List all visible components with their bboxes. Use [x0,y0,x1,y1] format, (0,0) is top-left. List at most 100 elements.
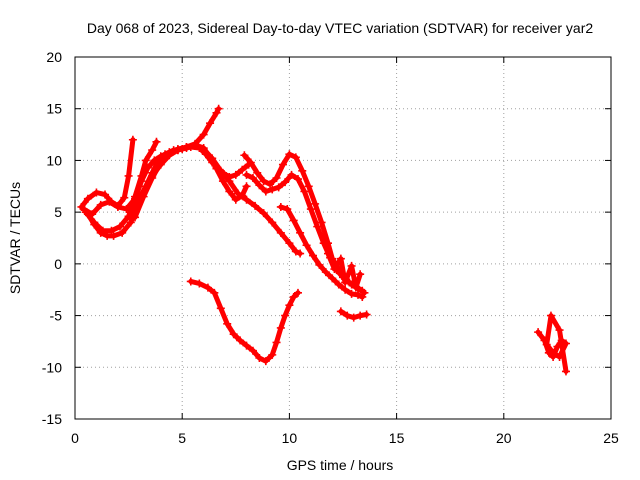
data-point [334,280,343,289]
series-line [241,151,367,296]
data-point [542,340,551,349]
data-point [343,311,352,320]
data-point [83,194,92,203]
data-point [300,187,309,196]
data-point [208,154,217,163]
data-point [308,251,317,260]
y-tick-label: -5 [50,308,63,324]
series-track-13 [534,311,570,376]
data-point [141,156,150,165]
data-point [283,205,292,214]
data-point [251,201,260,210]
data-point [317,218,326,227]
data-point [289,216,298,225]
series-track-1 [77,135,137,211]
series-track-11 [336,307,371,322]
data-point [276,202,285,211]
data-point [216,166,225,175]
data-point [116,222,125,231]
y-tick-label: 15 [46,101,62,117]
data-point [356,270,365,279]
data-point [285,301,294,310]
data-point [341,285,350,294]
data-point [313,222,322,231]
data-point [233,189,242,198]
data-point [126,208,135,217]
data-point [321,268,330,277]
data-point [223,319,232,328]
data-point [96,228,105,237]
data-point [534,328,543,337]
data-point [276,323,285,332]
data-point [291,153,300,162]
data-point [101,190,110,199]
data-point [546,311,555,320]
data-point [356,311,365,320]
data-point [186,277,195,286]
series-track-12 [186,277,302,366]
data-point [336,307,345,316]
data-point [231,170,240,179]
data-point [285,150,294,159]
axis-ticks [74,56,612,420]
data-point [203,283,212,292]
data-point [212,108,221,117]
data-point [302,241,311,250]
data-point [199,145,208,154]
data-point [323,249,332,258]
data-point [311,199,320,208]
data-point [242,341,251,350]
grid [75,57,611,419]
data-point [148,174,157,183]
data-point [105,197,114,206]
series-track-9 [276,202,367,301]
plot-frame [74,56,612,420]
data-point [281,178,290,187]
data-point [113,202,122,211]
data-point [242,195,251,204]
data-point [328,274,337,283]
data-point [276,228,285,237]
x-tick-label: 10 [282,430,298,446]
data-point [246,158,255,167]
data-point [225,177,234,186]
data-point [349,313,358,322]
data-point [165,150,174,159]
series-line [188,278,301,364]
data-point [259,209,268,218]
series-track-10 [323,249,365,292]
data-point [358,292,367,301]
data-point [285,239,294,248]
data-point [173,146,182,155]
data-point [266,180,275,189]
data-point [242,182,251,191]
data-point [128,135,137,144]
data-point [549,348,558,357]
data-point [109,231,118,240]
data-point [304,182,313,191]
data-point [126,218,135,227]
data-point [268,350,277,359]
data-point [231,195,240,204]
data-point [362,310,371,319]
data-point [182,144,191,153]
data-point [152,137,161,146]
data-point [351,283,360,292]
data-point [261,357,270,366]
data-point [298,166,307,175]
data-point [92,188,101,197]
data-point [268,218,277,227]
data-point [553,342,562,351]
y-tick-label: 20 [46,49,62,65]
series-track-6 [131,141,305,258]
data-point [561,339,570,348]
data-point [306,205,315,214]
data-point [259,177,268,186]
data-point [191,141,200,150]
y-axis-label: SDTVAR / TECUs [7,182,23,294]
data-point [293,175,302,184]
data-point [120,193,129,202]
data-point [248,174,257,183]
data-point [206,119,215,128]
